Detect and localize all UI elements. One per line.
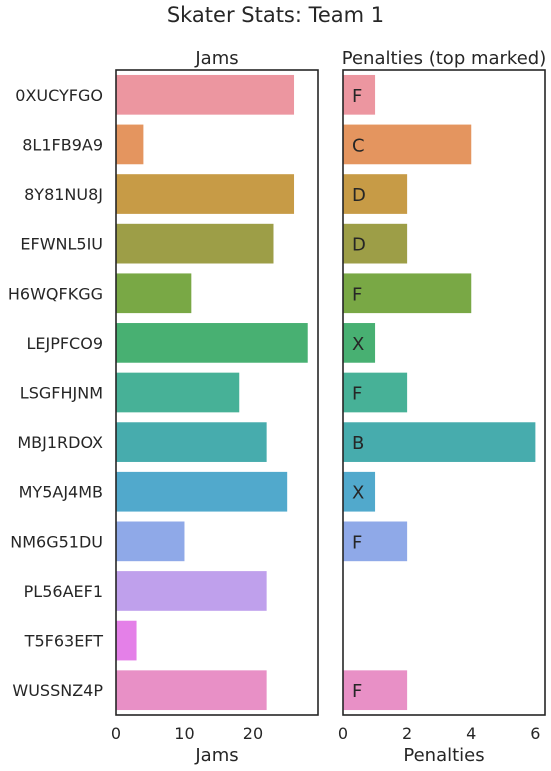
bar: [343, 273, 472, 314]
bar-label: X: [352, 483, 364, 504]
bar-label: B: [352, 433, 364, 454]
category-label: MBJ1RDOX: [17, 433, 103, 452]
category-label: T5F63EFT: [24, 632, 104, 651]
bar-label: C: [352, 135, 365, 156]
bar: [343, 670, 408, 711]
category-label: LSGFHJNM: [20, 384, 103, 403]
bar: [343, 422, 536, 462]
x-tick-label: 6: [530, 724, 540, 743]
x-tick-label: 20: [243, 724, 263, 743]
bar-label: F: [352, 532, 362, 553]
bar-label: F: [352, 681, 362, 702]
x-tick-label: 0: [111, 724, 121, 743]
bar: [116, 174, 295, 214]
plot-frame: [115, 69, 319, 716]
category-label: 0XUCYFGO: [15, 86, 103, 105]
category-label: LEJPFCO9: [26, 334, 103, 353]
bar-label: D: [352, 235, 366, 256]
bar: [116, 670, 267, 711]
bar: [343, 521, 408, 562]
bar: [343, 323, 376, 363]
chart-title: Skater Stats: Team 1: [167, 3, 384, 27]
x-axis-label: Jams: [194, 745, 238, 766]
category-label: 8L1FB9A9: [22, 135, 103, 154]
bar: [116, 620, 137, 661]
bar: [343, 223, 408, 264]
bar: [116, 124, 144, 165]
bar: [343, 174, 408, 214]
panel-subtitle: Penalties (top marked): [342, 48, 546, 69]
bar: [343, 124, 472, 165]
category-label: EFWNL5IU: [20, 235, 103, 254]
category-label: PL56AEF1: [24, 582, 103, 601]
panel-subtitle: Jams: [194, 48, 238, 69]
x-tick-label: 4: [466, 724, 476, 743]
category-label: WUSSNZ4P: [12, 681, 103, 700]
x-tick-label: 2: [402, 724, 412, 743]
bar-label: D: [352, 185, 366, 206]
bar-label: F: [352, 86, 362, 107]
bar-label: X: [352, 334, 364, 355]
bar: [343, 74, 376, 115]
bar: [116, 323, 308, 363]
bar: [116, 521, 185, 562]
category-label: MY5AJ4MB: [19, 483, 103, 502]
bar: [343, 372, 408, 413]
x-tick-label: 10: [174, 724, 194, 743]
bar-label: F: [352, 284, 362, 305]
category-label: H6WQFKGG: [8, 284, 103, 303]
bar: [116, 471, 288, 512]
panel-2: Penalties (top marked) F C D D F X F B X F F 0 2 4 6 Pen…: [338, 48, 546, 766]
x-axis-label: Penalties: [403, 745, 484, 766]
bar: [116, 223, 274, 264]
bar: [116, 571, 267, 611]
plot-frame: [342, 69, 546, 716]
bar-label: F: [352, 384, 362, 405]
bar: [116, 372, 240, 413]
category-label: NM6G51DU: [10, 532, 103, 551]
x-tick-label: 0: [338, 724, 348, 743]
category-label: 8Y81NU8J: [24, 185, 103, 204]
bar: [116, 273, 192, 314]
bar: [343, 471, 376, 512]
bar: [116, 74, 295, 115]
bar: [116, 422, 267, 462]
panel-1: Jams 0 10 20 Jams 0XUCYFGO 8L1FB9A9 8Y81NU8J EFW…: [8, 48, 319, 766]
